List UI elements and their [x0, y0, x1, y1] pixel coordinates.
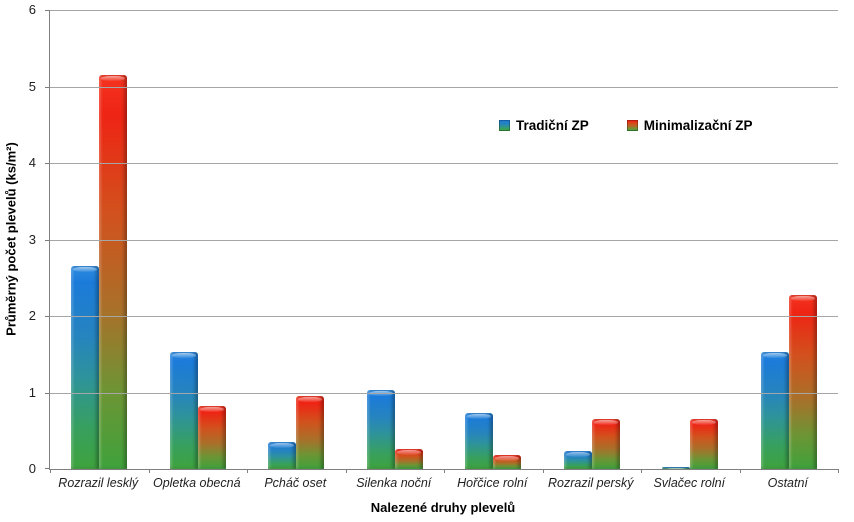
- y-tick-label-1: 1: [28, 384, 36, 400]
- y-tick-label-5: 5: [28, 78, 36, 94]
- x-tick-label-5: Hořčice rolní: [457, 476, 528, 490]
- legend-swatch-minimalizacni-zp-icon: [626, 120, 638, 131]
- x-tick-label-1: Rozrazil lesklý: [58, 476, 139, 490]
- y-tick-mark-0: [45, 468, 49, 469]
- legend-item-minimalizacni-zp: Minimalizační ZP: [626, 118, 753, 133]
- x-tick-mark-6: [641, 469, 642, 473]
- legend-item-tradicni-zp: Tradiční ZP: [499, 118, 589, 133]
- bar-minimaliza-n-zp-6: [591, 419, 620, 469]
- y-tick-mark-1: [45, 392, 49, 394]
- y-tick-mark-4: [45, 163, 49, 164]
- y-tick-mark-3: [45, 239, 49, 241]
- bar-group-4: [346, 390, 445, 469]
- bar-group-8: [740, 295, 839, 469]
- x-tick-mark-7: [739, 469, 741, 473]
- bar-tradi-n-zp-7: [662, 467, 691, 469]
- y-tick-label-6: 6: [28, 2, 36, 17]
- legend: Tradiční ZP Minimalizační ZP: [499, 118, 753, 133]
- y-tick-label-2: 2: [28, 308, 36, 323]
- x-tick-label-4: Silenka noční: [356, 476, 432, 490]
- y-axis-tick-labels: 0 1 2 3 4 5 6: [0, 2, 42, 476]
- bar-group-2: [149, 352, 248, 469]
- bar-tradi-n-zp-4: [366, 390, 395, 469]
- x-tick-mark-1: [148, 469, 150, 473]
- bar-group-5: [444, 413, 543, 469]
- y-tick-label-3: 3: [28, 231, 36, 247]
- bar-minimaliza-n-zp-2: [197, 406, 226, 469]
- x-tick-label-6: Rozrazil perský: [548, 476, 634, 490]
- y-tick-mark-5: [45, 86, 49, 88]
- y-tick-mark-2: [45, 316, 49, 317]
- bar-tradi-n-zp-8: [760, 352, 789, 469]
- x-tick-label-7: Svlačec rolní: [653, 476, 726, 490]
- bar-minimaliza-n-zp-8: [788, 295, 817, 469]
- x-tick-label-3: Pcháč oset: [264, 476, 327, 490]
- bar-minimaliza-n-zp-3: [296, 396, 325, 469]
- gridline-3: [50, 239, 838, 241]
- bar-minimaliza-n-zp-4: [394, 449, 423, 469]
- x-axis-tick-labels: Rozrazil lesklý Opletka obecná Pcháč oset S…: [49, 476, 837, 490]
- bar-tradi-n-zp-5: [465, 413, 494, 469]
- bar-tradi-n-zp-1: [71, 266, 100, 469]
- bar-group-7: [641, 419, 740, 469]
- x-tick-mark-3: [345, 469, 347, 473]
- bar-tradi-n-zp-6: [563, 451, 592, 469]
- gridline-1: [50, 392, 838, 394]
- x-tick-label-2: Opletka obecná: [152, 476, 241, 490]
- bar-group-1: [50, 75, 149, 469]
- bar-minimaliza-n-zp-1: [99, 75, 128, 469]
- x-tick-mark-5: [542, 469, 544, 473]
- x-tick-label-8: Ostatní: [767, 476, 808, 490]
- legend-label-minimalizacni-zp: Minimalizační ZP: [643, 118, 753, 133]
- bar-tradi-n-zp-2: [169, 352, 198, 469]
- x-tick-mark-4: [444, 469, 445, 473]
- bar-group-3: [247, 396, 346, 469]
- x-tick-mark-8: [838, 469, 839, 473]
- legend-label-tradicni-zp: Tradiční ZP: [516, 118, 589, 133]
- gridline-6: [50, 10, 838, 11]
- gridline-5: [50, 86, 838, 88]
- gridline-2: [50, 316, 838, 317]
- bar-groups: [50, 10, 838, 469]
- y-tick-label-4: 4: [28, 155, 36, 170]
- legend-swatch-tradicni-zp-icon: [499, 120, 510, 131]
- gridline-4: [50, 163, 838, 164]
- x-tick-mark-2: [247, 469, 248, 473]
- y-tick-mark-6: [45, 10, 49, 11]
- bar-group-6: [543, 419, 642, 469]
- y-tick-label-0: 0: [28, 461, 36, 476]
- x-axis-title: Nalezené druhy plevelů: [370, 500, 516, 515]
- plot-area: Tradiční ZP Minimalizační ZP: [45, 10, 839, 473]
- x-tick-mark-0: [50, 469, 51, 473]
- bar-minimaliza-n-zp-7: [690, 419, 719, 469]
- bar-tradi-n-zp-3: [268, 442, 297, 469]
- bar-minimaliza-n-zp-5: [493, 455, 522, 469]
